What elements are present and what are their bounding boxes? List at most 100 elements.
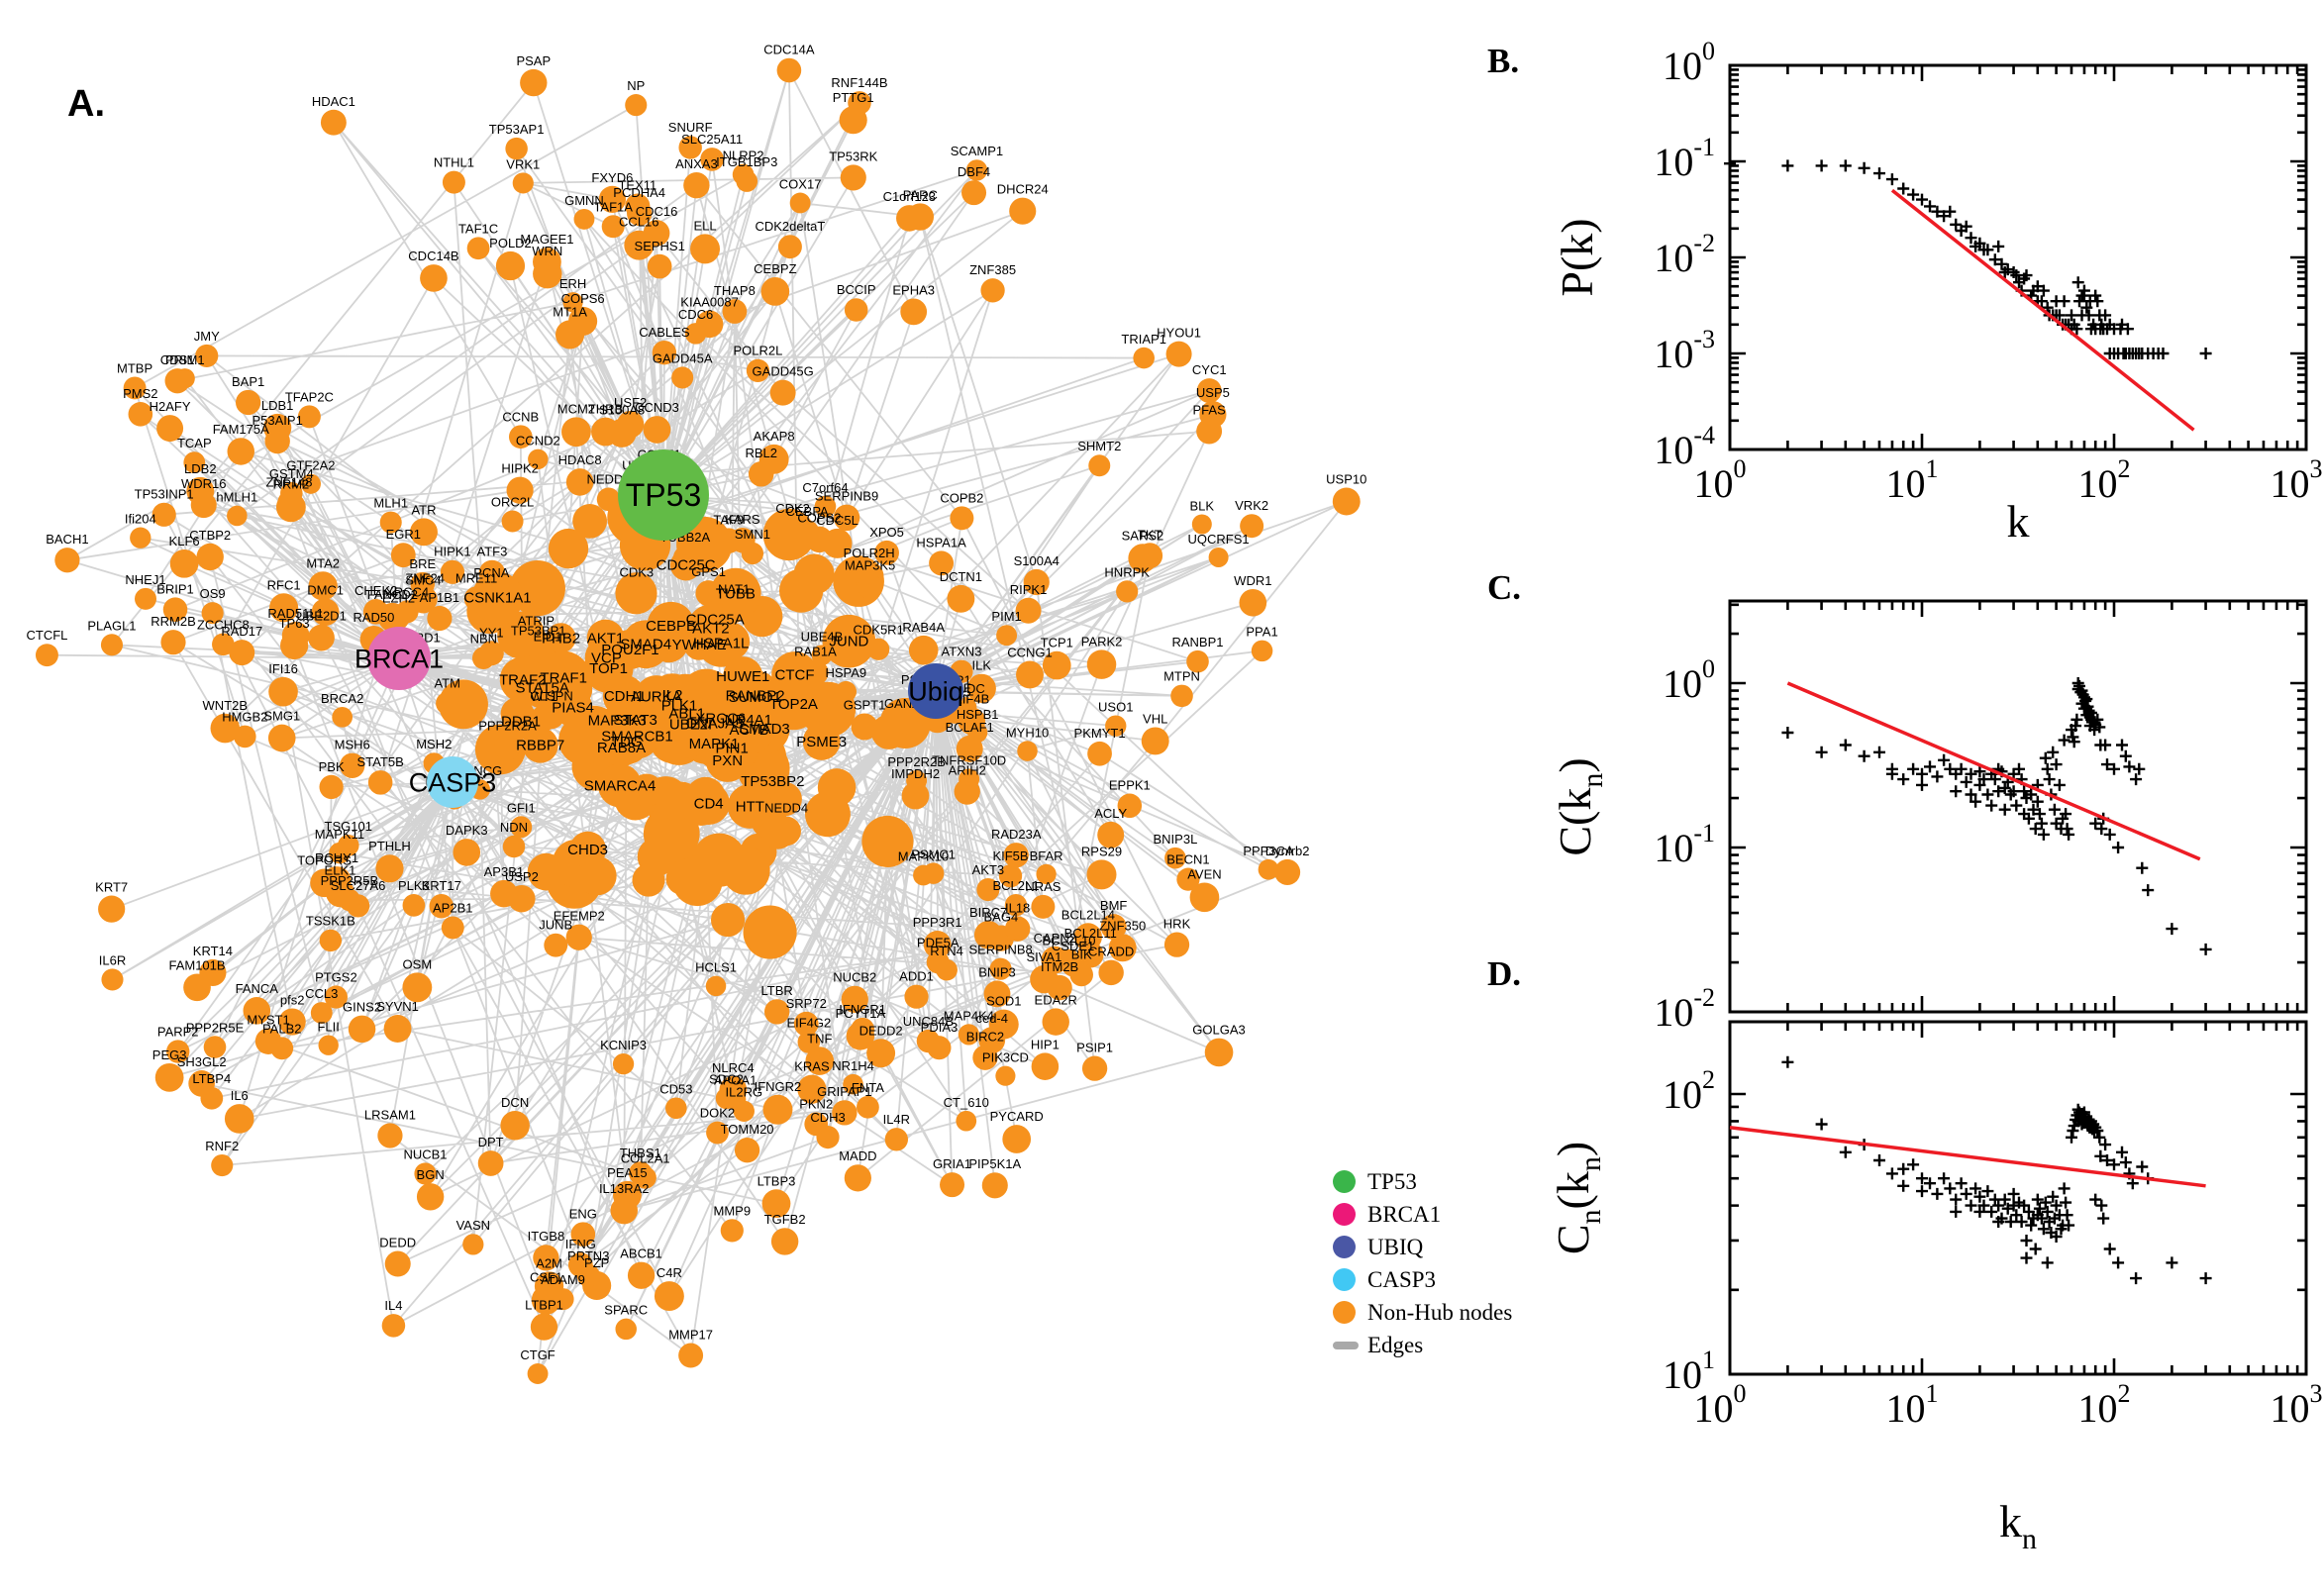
tick-label: 102	[2078, 1379, 2131, 1431]
node-label: MAP3K3	[588, 713, 647, 730]
node-label: COL2A1	[621, 1150, 670, 1165]
node-label: KRAS	[794, 1059, 830, 1074]
network-node	[822, 614, 876, 668]
node-label: BIK	[1071, 948, 1092, 962]
node-label: COPS6	[561, 291, 605, 306]
node-label: BECN1	[1166, 852, 1209, 867]
node-label: BCL2L14	[1061, 907, 1115, 922]
network-node	[906, 770, 928, 792]
network-node	[1116, 580, 1139, 603]
network-node	[734, 1138, 760, 1163]
node-label: PCNA	[473, 565, 509, 580]
network-node	[135, 587, 157, 610]
network-node	[678, 136, 702, 159]
legend-label: BRCA1	[1367, 1201, 1442, 1227]
node-label: BMF	[1100, 898, 1128, 913]
d-x-axis-label: kn	[1999, 1496, 2037, 1555]
network-node	[311, 598, 340, 627]
network-node	[548, 528, 589, 569]
network-node	[98, 895, 126, 923]
fit-line	[1729, 1126, 2206, 1188]
node-label: TGFB2	[764, 1212, 806, 1227]
panel-label-a: A.	[67, 83, 105, 125]
node-label: CABLES	[639, 325, 690, 340]
node-label: AURKA	[631, 689, 682, 706]
node-label: IFNGR2	[755, 1079, 802, 1094]
node-label: MT1A	[553, 304, 587, 319]
node-label: BGN	[417, 1167, 445, 1182]
node-label: PIK3CD	[982, 1050, 1029, 1065]
network-node	[832, 1100, 858, 1126]
node-label: BNIP3	[978, 964, 1016, 979]
node-label: ZNF350	[1099, 918, 1146, 933]
node-label: HNRPK	[1104, 564, 1150, 579]
node-label: JUND	[829, 634, 868, 650]
node-label: CCNB	[502, 409, 539, 424]
node-label: CSNK1A1	[463, 589, 531, 606]
network-node	[101, 968, 124, 991]
node-label: NEDD4	[764, 801, 808, 816]
node-label: PARP2	[157, 1024, 199, 1039]
node-label: ITGB8	[528, 1229, 565, 1244]
node-label: TOPORS	[297, 852, 352, 867]
node-label: LRSAM1	[364, 1107, 416, 1122]
network-node	[895, 711, 918, 735]
node-label: CDS1	[160, 352, 195, 367]
node-label: USP2	[505, 869, 539, 884]
node-label: CDK3	[619, 564, 654, 579]
network-node	[625, 193, 651, 219]
network-node	[570, 1222, 596, 1247]
node-label: WRN	[532, 244, 562, 258]
network-panel: ZNF24 USF2 ORC2L MCM2 CDC6 S100A8 GPS1 BCCIP CCN…	[26, 43, 1366, 1384]
tick-label: 10-2	[1654, 229, 1715, 280]
node-label: IFI16	[268, 661, 298, 676]
node-label: CDC16	[636, 204, 678, 219]
node-label: NP	[627, 78, 645, 93]
network-node	[695, 310, 724, 339]
node-label: TP53AP1	[489, 122, 545, 137]
node-label: TSSK1B	[306, 914, 355, 929]
legend-item-tp53: TP53	[1333, 1169, 1630, 1194]
network-node-labels: ZNF24 USF2 ORC2L MCM2 CDC6 S100A8 GPS1 BCCIP CCN…	[26, 43, 1366, 1362]
node-label: TAF1A	[593, 199, 633, 214]
network-node	[509, 560, 565, 617]
network-node	[1088, 454, 1111, 477]
node-label: KRT14	[193, 944, 233, 958]
network-node	[348, 1015, 376, 1044]
node-label: ADAM9	[541, 1272, 585, 1287]
network-node	[201, 602, 224, 625]
node-label: SNURF	[668, 120, 713, 135]
node-label: CCL3	[305, 986, 338, 1001]
node-label: TRIAP1	[1121, 332, 1166, 347]
node-label: PLK3	[398, 878, 430, 893]
network-node	[416, 1183, 445, 1211]
tick-label: 10-4	[1654, 421, 1715, 472]
scatter-points	[1781, 677, 2212, 955]
network-node	[195, 344, 219, 368]
node-label: C1orf123	[883, 189, 936, 204]
node-label: SH3GL2	[177, 1054, 227, 1069]
network-node	[797, 1074, 827, 1104]
network-node	[851, 713, 878, 741]
network-node	[794, 520, 820, 545]
network-node	[805, 791, 851, 838]
node-label: TAF1C	[458, 221, 498, 236]
node-label: BRE	[409, 556, 436, 571]
plot-frame	[1728, 63, 2308, 451]
network-node	[169, 549, 199, 578]
node-label: KRT7	[95, 880, 128, 895]
hub-nodes: TP53 BRCA1 Ubiq CASP3	[354, 449, 963, 808]
network-node	[338, 888, 361, 912]
node-label: FNTA	[852, 1080, 884, 1095]
node-label: MAPK1	[689, 736, 740, 752]
node-label: CD4	[694, 796, 724, 813]
node-label: pfs2	[280, 992, 305, 1007]
node-label: C7orf64	[802, 480, 848, 495]
network-node	[494, 734, 521, 760]
network-node	[546, 623, 576, 653]
network-node	[402, 894, 426, 917]
network-node	[692, 833, 747, 887]
node-label: ZNF148	[266, 474, 313, 489]
network-node	[627, 1261, 656, 1289]
node-label: RAB1A	[794, 644, 837, 658]
